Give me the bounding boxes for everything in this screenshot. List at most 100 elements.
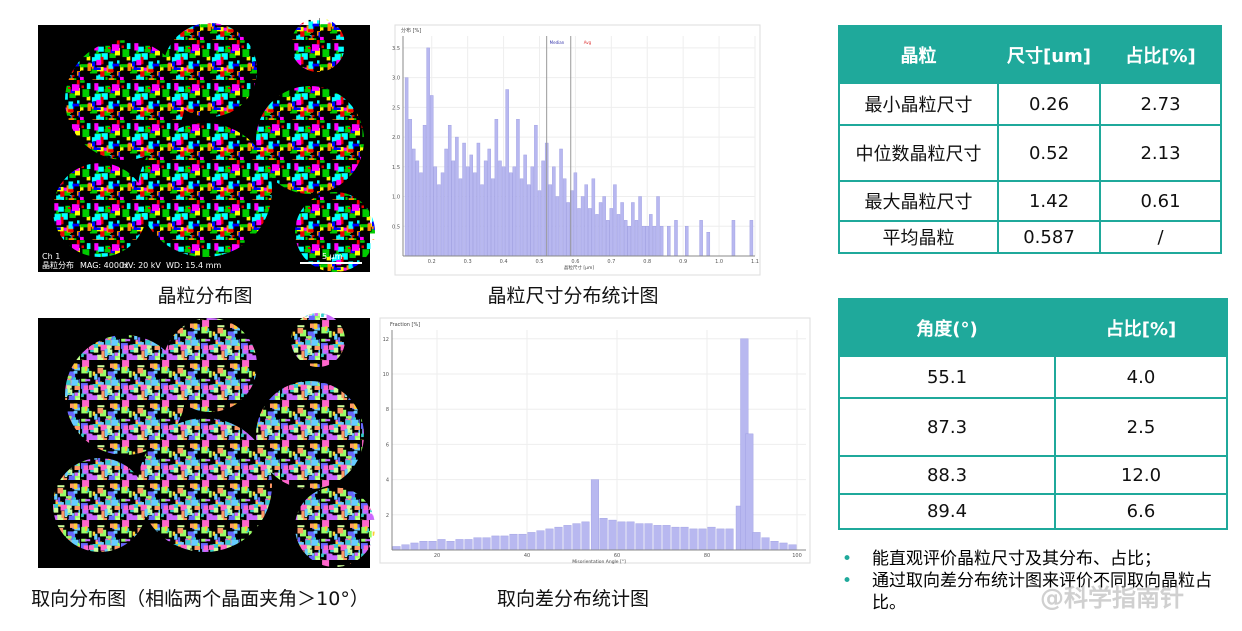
bar xyxy=(516,119,520,257)
grain-cluster xyxy=(163,23,257,117)
y-tick-label: 12 xyxy=(383,337,389,343)
bar xyxy=(536,530,545,551)
bar xyxy=(498,160,502,257)
cell: 平均晶粒 xyxy=(838,220,999,254)
bar xyxy=(606,220,610,257)
bar xyxy=(552,166,556,257)
bar xyxy=(415,160,420,257)
grain-cluster xyxy=(53,458,147,552)
bar xyxy=(706,232,711,257)
bar xyxy=(482,537,491,551)
grain-cluster xyxy=(163,318,257,412)
grain-cluster xyxy=(291,313,345,367)
bullet: 通过取向差分布统计图来评价不同取向晶粒占比。 xyxy=(842,570,1232,614)
x-tick-label: 1.1 xyxy=(751,259,759,265)
bar xyxy=(641,226,646,257)
bar xyxy=(698,528,707,551)
bar xyxy=(505,89,509,257)
bar xyxy=(667,226,671,257)
grain-cluster xyxy=(138,123,272,257)
bar xyxy=(588,208,592,257)
bar xyxy=(631,202,635,257)
bar xyxy=(451,160,456,257)
bar xyxy=(577,208,581,257)
bar xyxy=(559,148,563,257)
marker-label: Median xyxy=(550,40,565,45)
x-tick-label: 0.8 xyxy=(643,259,651,265)
grain-clusters xyxy=(53,313,375,567)
bar xyxy=(581,521,590,551)
header-cell: 晶粒 xyxy=(838,25,999,84)
bar xyxy=(555,196,560,257)
y-tick-label: 1.0 xyxy=(392,195,400,201)
x-tick-label: 0.7 xyxy=(607,259,615,265)
bar xyxy=(616,214,621,257)
angle-table: 角度(°) 占比[%] 55.1 4.0 87.3 2.5 88.3 12.0 89.4 6.6 xyxy=(838,298,1228,530)
bar xyxy=(627,226,632,257)
bar xyxy=(518,533,527,551)
bar xyxy=(634,220,639,257)
x-tick-label: 0.2 xyxy=(428,259,436,265)
bar xyxy=(562,178,567,257)
bar xyxy=(447,124,452,257)
x-axis-label: 晶粒尺寸 [μm] xyxy=(564,264,594,271)
bar xyxy=(674,220,678,257)
bar xyxy=(685,226,689,257)
x-tick-label: 0.3 xyxy=(464,259,472,265)
bar xyxy=(602,196,606,257)
bar xyxy=(422,124,427,257)
bar xyxy=(725,528,734,551)
bar xyxy=(419,541,428,551)
cell: 0.26 xyxy=(997,82,1101,126)
cell: 88.3 xyxy=(838,455,1056,495)
bar xyxy=(563,525,572,551)
bar xyxy=(645,226,649,257)
grain-cluster xyxy=(256,381,364,489)
x-tick-label: 100 xyxy=(792,553,802,559)
grain-clusters xyxy=(53,18,375,272)
bar xyxy=(699,220,703,257)
y-tick-label: 2.0 xyxy=(392,135,400,141)
bar xyxy=(412,148,416,257)
bar xyxy=(458,178,463,257)
bar xyxy=(680,526,689,551)
cell: 2.13 xyxy=(1099,124,1222,182)
bar xyxy=(465,166,470,257)
bar xyxy=(584,184,588,257)
cell: 0.52 xyxy=(997,124,1101,182)
bar xyxy=(509,172,513,257)
image-info: Ch 1 xyxy=(42,252,60,261)
image-info: HV: 20 kV xyxy=(122,261,161,270)
bar xyxy=(595,214,599,257)
image-info: MAG: 4000x xyxy=(80,261,129,270)
bar xyxy=(473,537,482,551)
y-tick-label: 0.5 xyxy=(392,224,400,230)
header-cell: 尺寸[um] xyxy=(997,25,1101,84)
bar xyxy=(473,172,477,257)
x-tick-label: 0.4 xyxy=(500,259,508,265)
y-tick-label: 3.0 xyxy=(392,76,400,82)
grain-size-table: 晶粒 尺寸[um] 占比[%] 最小晶粒尺寸 0.26 2.73 中位数晶粒尺寸 0.52 2.… xyxy=(838,25,1222,254)
cell: 最大晶粒尺寸 xyxy=(838,180,999,222)
cell: 55.1 xyxy=(838,355,1056,399)
bar xyxy=(410,542,419,551)
y-tick-label: 2 xyxy=(386,513,389,519)
bar xyxy=(462,142,466,257)
bar xyxy=(512,166,517,257)
bar xyxy=(491,535,500,551)
x-tick-label: 1.0 xyxy=(715,259,723,265)
grain-cluster xyxy=(65,40,185,160)
bar xyxy=(716,528,725,551)
image-info: 晶粒分布 xyxy=(42,260,74,270)
bar xyxy=(653,525,662,551)
bar xyxy=(599,518,608,551)
bar xyxy=(638,196,642,257)
grain-cluster xyxy=(138,418,272,552)
cell: 89.4 xyxy=(838,493,1056,530)
bar xyxy=(483,160,488,257)
y-tick-label: 3.5 xyxy=(392,46,400,52)
y-tick-label: 8 xyxy=(386,407,389,413)
bar xyxy=(613,184,617,257)
